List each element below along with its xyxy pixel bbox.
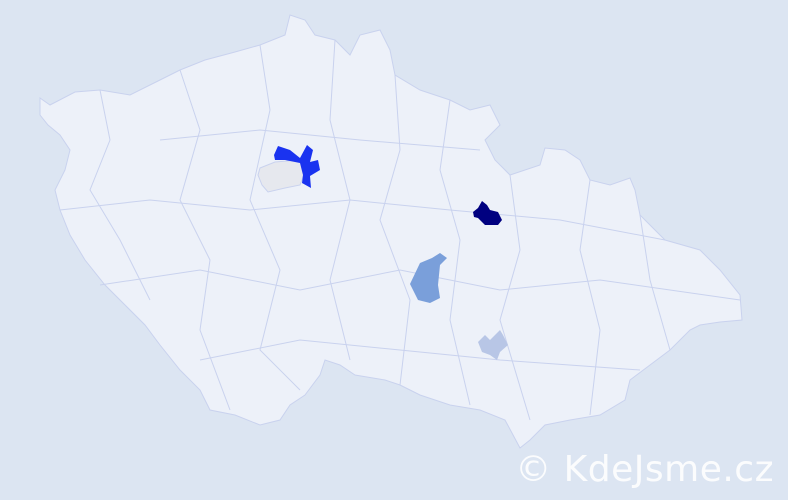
country-outline [39, 14, 743, 449]
district-high [274, 145, 320, 188]
watermark: © KdeJsme.cz [515, 449, 774, 490]
district-highest [473, 201, 502, 225]
district-low [478, 330, 508, 360]
district-borders [59, 39, 741, 421]
district-medium [410, 253, 447, 303]
